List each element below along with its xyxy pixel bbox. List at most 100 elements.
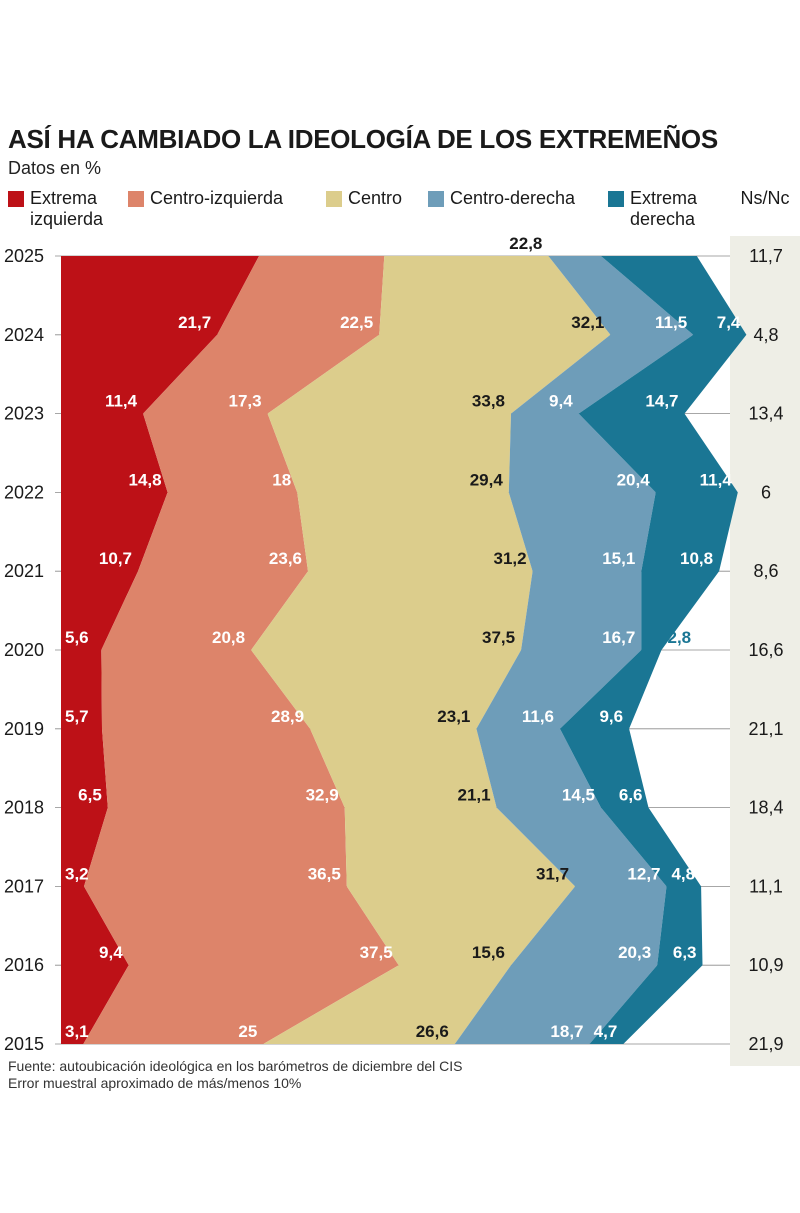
chart-title: ASÍ HA CAMBIADO LA IDEOLOGÍA DE LOS EXTR…: [8, 124, 718, 154]
value-label-centro-derecha: 15,1: [602, 549, 635, 568]
value-label-centro: 37,5: [482, 628, 515, 647]
ns-nc-value: 21,1: [748, 719, 783, 739]
value-label-centro-derecha: 7,3: [571, 234, 595, 253]
value-label-extrema-derecha: 10,8: [680, 549, 713, 568]
year-label: 2019: [4, 719, 44, 739]
year-label: 2024: [4, 325, 44, 345]
value-label-extrema-derecha: 13,3: [658, 234, 691, 253]
value-label-centro-derecha: 11,5: [655, 313, 687, 332]
ns-nc-value: 13,4: [748, 404, 783, 424]
ns-nc-value: 4,8: [753, 325, 778, 345]
legend-label: Centro-derecha: [450, 188, 576, 208]
ns-nc-value: 16,6: [748, 640, 783, 660]
chart-subtitle: Datos en %: [8, 158, 102, 178]
year-label: 2018: [4, 798, 44, 818]
legend-label: Extrema izquierda: [30, 188, 104, 229]
year-label: 2016: [4, 955, 44, 975]
value-label-centro-derecha: 14,5: [562, 786, 595, 805]
footnotes: Fuente: autoubicación ideológica en los …: [8, 1058, 463, 1092]
legend-label: Extrema derecha: [630, 188, 698, 229]
value-label-centro-izquierda: 17,4: [345, 234, 379, 253]
value-label-extrema-izquierda: 27,5: [220, 234, 253, 253]
value-label-extrema-derecha: 2,8: [668, 628, 692, 647]
value-label-extrema-derecha: 11,4: [700, 470, 733, 489]
value-label-centro-izquierda: 25: [238, 1022, 257, 1041]
legend-swatch: [428, 191, 444, 207]
ns-nc-value: 11,1: [749, 876, 783, 896]
value-label-centro: 23,1: [437, 707, 470, 726]
value-label-centro-izquierda: 36,5: [308, 864, 341, 883]
year-label: 2020: [4, 640, 44, 660]
value-label-centro-izquierda: 17,3: [229, 392, 262, 411]
area-extrema-izquierda: [61, 256, 259, 1044]
area-centro: [251, 256, 611, 1044]
value-label-extrema-izquierda: 14,8: [129, 470, 162, 489]
legend: Extrema izquierda Centro-izquierda Centr…: [0, 188, 720, 236]
value-label-centro: 32,1: [571, 313, 604, 332]
error-note: Error muestral aproximado de más/menos 1…: [8, 1075, 302, 1091]
value-label-extrema-derecha: 4,7: [594, 1022, 618, 1041]
value-label-centro-izquierda: 37,5: [360, 943, 393, 962]
year-label: 2022: [4, 482, 44, 502]
value-label-extrema-derecha: 4,8: [671, 864, 695, 883]
value-label-centro-izquierda: 32,9: [306, 786, 339, 805]
ns-nc-column: [730, 236, 800, 1066]
value-label-centro-derecha: 12,7: [627, 864, 660, 883]
legend-swatch: [128, 191, 144, 207]
legend-swatch: [326, 191, 342, 207]
ns-nc-value: 21,9: [748, 1034, 783, 1054]
value-label-extrema-derecha: 7,4: [717, 313, 741, 332]
value-label-extrema-izquierda: 3,2: [65, 864, 89, 883]
value-label-extrema-derecha: 9,6: [599, 707, 623, 726]
value-label-centro: 26,6: [416, 1022, 449, 1041]
value-label-centro: 15,6: [472, 943, 505, 962]
value-label-centro-derecha: 9,4: [549, 392, 573, 411]
value-label-extrema-izquierda: 5,7: [65, 707, 89, 726]
value-label-centro-derecha: 20,4: [617, 470, 651, 489]
value-label-centro: 21,1: [458, 786, 491, 805]
value-label-centro-izquierda: 28,9: [271, 707, 304, 726]
year-label: 2021: [4, 561, 44, 581]
year-label: 2015: [4, 1034, 44, 1054]
legend-label: Centro-izquierda: [150, 188, 284, 208]
legend-label: Centro: [348, 188, 403, 208]
area-centro-izquierda: [83, 256, 399, 1044]
value-label-centro-izquierda: 23,6: [269, 549, 302, 568]
value-label-extrema-izquierda: 10,7: [99, 549, 132, 568]
value-label-centro-izquierda: 18: [272, 470, 291, 489]
legend-swatch: [608, 191, 624, 207]
ns-nc-header: Ns/Nc: [740, 188, 790, 208]
value-label-extrema-izquierda: 5,6: [65, 628, 89, 647]
value-label-centro-izquierda: 22,5: [340, 313, 373, 332]
value-label-centro-izquierda: 20,8: [212, 628, 245, 647]
year-label: 2023: [4, 404, 44, 424]
ns-nc-value: 18,4: [748, 798, 783, 818]
value-label-extrema-derecha: 6,3: [673, 943, 697, 962]
source-note: Fuente: autoubicación ideológica en los …: [8, 1058, 463, 1074]
value-label-extrema-izquierda: 3,1: [65, 1022, 89, 1041]
value-label-centro-derecha: 18,7: [550, 1022, 583, 1041]
value-label-extrema-izquierda: 6,5: [78, 786, 102, 805]
value-label-extrema-izquierda: 21,7: [178, 313, 211, 332]
ns-nc-value: 10,9: [748, 955, 783, 975]
area-extrema-derecha: [560, 256, 747, 1044]
value-label-centro-derecha: 11,6: [522, 707, 554, 726]
value-label-extrema-derecha: 14,7: [645, 392, 678, 411]
value-label-extrema-izquierda: 9,4: [99, 943, 123, 962]
value-label-extrema-derecha: 6,6: [619, 786, 643, 805]
value-label-centro-derecha: 20,3: [618, 943, 651, 962]
value-label-centro: 31,2: [494, 549, 527, 568]
area-centro-derecha: [454, 256, 694, 1044]
legend-swatch: [8, 191, 24, 207]
ns-nc-value: 6: [761, 482, 771, 502]
value-label-centro: 22,8: [509, 234, 542, 253]
year-label: 2017: [4, 876, 44, 896]
value-label-centro: 31,7: [536, 864, 569, 883]
ns-nc-value: 11,7: [749, 246, 783, 266]
ns-nc-value: 8,6: [753, 561, 778, 581]
value-label-centro-derecha: 16,7: [602, 628, 635, 647]
value-label-centro: 33,8: [472, 392, 505, 411]
value-label-centro: 29,4: [470, 470, 504, 489]
value-label-extrema-izquierda: 11,4: [105, 392, 138, 411]
